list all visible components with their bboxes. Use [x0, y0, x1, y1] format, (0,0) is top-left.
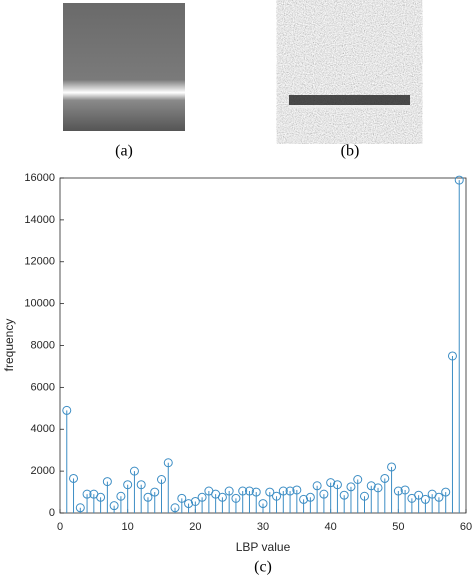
stem-marker	[217, 492, 227, 502]
y-tick-label: 14000	[24, 214, 55, 226]
stem-marker	[102, 477, 112, 487]
stem-marker	[96, 492, 106, 502]
y-tick-label: 16000	[24, 172, 55, 184]
stem-marker	[447, 351, 457, 361]
stem-marker	[332, 480, 342, 490]
stem-marker	[292, 485, 302, 495]
stem-marker	[123, 480, 133, 490]
stem-marker	[109, 501, 119, 511]
stem-marker	[339, 490, 349, 500]
x-tick-label: 0	[57, 521, 63, 533]
stem-marker	[299, 494, 309, 504]
stem-marker	[454, 175, 464, 185]
stem-marker	[170, 503, 180, 513]
stem-marker	[129, 466, 139, 476]
stem-marker	[69, 473, 79, 483]
stem-marker	[272, 491, 282, 501]
panel-label: (a)	[115, 143, 133, 160]
y-tick-label: 8000	[31, 339, 55, 351]
stem-marker	[190, 496, 200, 506]
stem-marker	[163, 458, 173, 468]
image-b	[289, 3, 410, 131]
x-tick-label: 30	[257, 521, 269, 533]
stem-marker	[353, 475, 363, 484]
x-tick-label: 60	[460, 521, 472, 533]
stem-marker	[136, 480, 146, 490]
stem-marker	[366, 481, 376, 491]
stem-marker	[62, 405, 72, 415]
y-tick-label: 12000	[24, 256, 55, 268]
stem-marker	[278, 486, 288, 496]
stem-marker	[244, 486, 254, 496]
stem-marker	[400, 485, 410, 495]
stem-marker	[157, 475, 166, 484]
stem-marker	[387, 462, 397, 472]
stem-marker	[116, 491, 126, 501]
panel-label: (c)	[254, 559, 272, 576]
stem-marker	[197, 492, 207, 502]
x-tick-label: 50	[392, 521, 404, 533]
stem-marker	[177, 493, 187, 503]
x-tick-label: 20	[189, 521, 201, 533]
stem-marker	[82, 489, 92, 499]
stem-marker	[258, 499, 268, 509]
stem-marker	[346, 482, 356, 492]
y-tick-label: 4000	[31, 423, 55, 435]
stem-marker	[319, 489, 329, 499]
x-tick-label: 10	[122, 521, 134, 533]
image-a	[63, 3, 185, 131]
stem-marker	[305, 492, 315, 502]
stem-marker	[150, 487, 160, 497]
stem-marker	[380, 473, 390, 483]
y-tick-label: 2000	[31, 465, 55, 477]
plot-frame	[59, 177, 467, 514]
stem-marker	[434, 492, 444, 502]
stem-marker	[420, 494, 430, 504]
stem-marker	[360, 491, 369, 501]
y-tick-label: 6000	[31, 381, 55, 393]
stem-marker	[75, 503, 85, 513]
stem-marker	[184, 499, 194, 509]
stem-marker	[265, 487, 275, 497]
stem-marker	[373, 483, 383, 493]
panel-label: (b)	[341, 143, 360, 160]
stem-marker	[393, 486, 403, 496]
x-tick-label: 40	[325, 521, 337, 533]
stem-marker	[441, 487, 451, 497]
stem-marker	[285, 486, 295, 496]
stem-marker	[238, 486, 248, 496]
y-tick-label: 0	[49, 507, 55, 519]
stem-marker	[143, 492, 153, 502]
stem-marker	[231, 493, 241, 503]
stem-marker	[251, 487, 261, 497]
y-tick-label: 10000	[24, 298, 55, 310]
stem-marker	[414, 490, 424, 500]
stem-marker	[312, 481, 322, 491]
stem-marker	[224, 486, 234, 496]
stem-marker	[326, 478, 336, 488]
x-axis-label: LBP value	[236, 540, 291, 554]
y-axis-label: frequency	[2, 319, 16, 372]
